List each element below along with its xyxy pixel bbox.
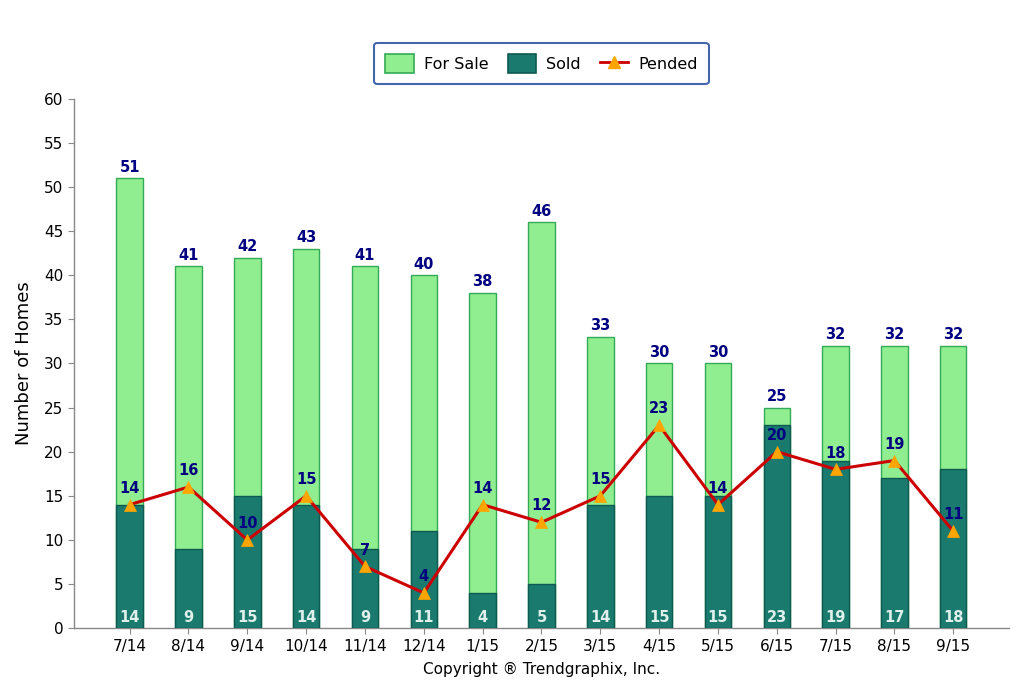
Bar xyxy=(293,504,319,628)
Bar xyxy=(705,363,731,628)
Bar xyxy=(175,266,202,628)
Bar xyxy=(117,504,143,628)
Text: 20: 20 xyxy=(767,428,787,443)
Text: 19: 19 xyxy=(825,610,846,625)
Bar xyxy=(411,531,437,628)
Text: 43: 43 xyxy=(296,230,316,245)
Text: 14: 14 xyxy=(120,610,140,625)
Y-axis label: Number of Homes: Number of Homes xyxy=(15,282,33,446)
Text: 40: 40 xyxy=(414,257,434,272)
Bar xyxy=(822,461,849,628)
Text: 46: 46 xyxy=(531,203,552,219)
Text: 32: 32 xyxy=(825,327,846,343)
Text: 18: 18 xyxy=(825,446,846,461)
Text: 12: 12 xyxy=(531,498,552,513)
Bar xyxy=(940,346,967,628)
Bar xyxy=(646,496,673,628)
Text: 11: 11 xyxy=(414,610,434,625)
Text: 15: 15 xyxy=(237,610,258,625)
Text: 32: 32 xyxy=(943,327,964,343)
Bar xyxy=(175,549,202,628)
Text: 15: 15 xyxy=(708,610,728,625)
Bar xyxy=(940,469,967,628)
Bar xyxy=(117,178,143,628)
Text: 41: 41 xyxy=(178,248,199,263)
Bar xyxy=(469,593,496,628)
Text: 23: 23 xyxy=(649,401,670,417)
Text: 14: 14 xyxy=(120,481,140,496)
Text: 15: 15 xyxy=(590,472,610,487)
Text: 9: 9 xyxy=(183,610,194,625)
Text: 38: 38 xyxy=(472,274,493,289)
Text: 18: 18 xyxy=(943,610,964,625)
Bar xyxy=(351,266,378,628)
Bar xyxy=(764,425,790,628)
Text: 30: 30 xyxy=(708,345,728,360)
Text: 10: 10 xyxy=(237,516,258,531)
Text: 25: 25 xyxy=(767,389,787,404)
Legend: For Sale, Sold, Pended: For Sale, Sold, Pended xyxy=(374,43,709,84)
Text: 5: 5 xyxy=(537,610,547,625)
Bar xyxy=(882,478,907,628)
Text: 4: 4 xyxy=(419,569,429,584)
Bar xyxy=(764,408,790,628)
Text: 14: 14 xyxy=(296,610,316,625)
Bar xyxy=(587,337,613,628)
Bar xyxy=(528,222,555,628)
Bar xyxy=(293,248,319,628)
Text: 33: 33 xyxy=(590,318,610,334)
Text: 14: 14 xyxy=(472,481,493,496)
Text: 16: 16 xyxy=(178,463,199,478)
Bar xyxy=(469,293,496,628)
Text: 14: 14 xyxy=(708,481,728,496)
Text: 41: 41 xyxy=(354,248,375,263)
Bar xyxy=(705,496,731,628)
Text: 51: 51 xyxy=(120,160,140,174)
Bar xyxy=(351,549,378,628)
Text: 42: 42 xyxy=(238,239,257,254)
Bar xyxy=(822,346,849,628)
Bar xyxy=(882,346,907,628)
Text: 14: 14 xyxy=(590,610,610,625)
Text: 32: 32 xyxy=(885,327,904,343)
Text: 23: 23 xyxy=(767,610,786,625)
Text: 15: 15 xyxy=(296,472,316,487)
Text: 11: 11 xyxy=(943,507,964,522)
Text: 7: 7 xyxy=(359,543,370,558)
Text: 4: 4 xyxy=(477,610,487,625)
Bar xyxy=(411,275,437,628)
Bar xyxy=(234,496,260,628)
Text: 15: 15 xyxy=(649,610,670,625)
Bar xyxy=(646,363,673,628)
Bar xyxy=(234,257,260,628)
Text: 30: 30 xyxy=(649,345,670,360)
Bar xyxy=(528,584,555,628)
Bar xyxy=(587,504,613,628)
X-axis label: Copyright ® Trendgraphix, Inc.: Copyright ® Trendgraphix, Inc. xyxy=(423,662,660,677)
Text: 9: 9 xyxy=(359,610,370,625)
Text: 17: 17 xyxy=(885,610,904,625)
Text: 19: 19 xyxy=(885,437,904,452)
